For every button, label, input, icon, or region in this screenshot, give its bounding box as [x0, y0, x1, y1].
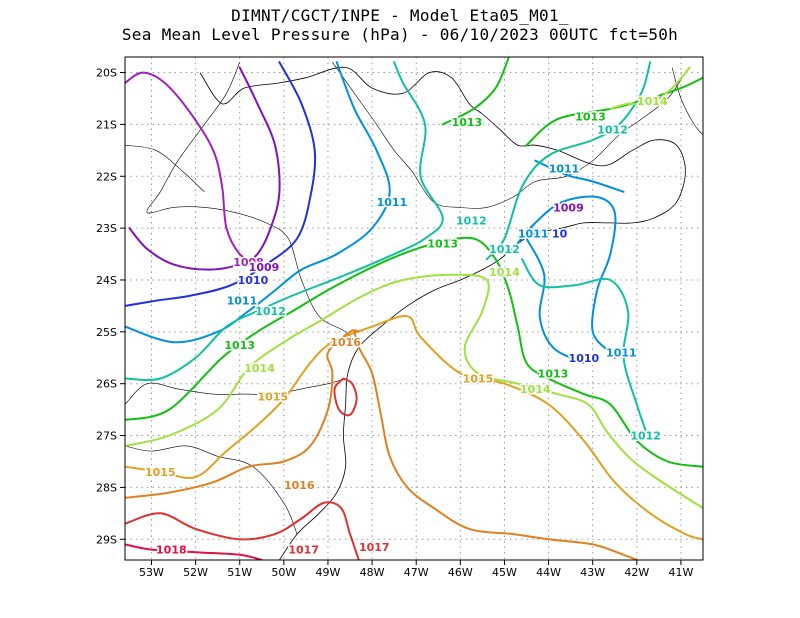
- map-title-line1: DIMNT/CGCT/INPE - Model Eta05_M01_: [231, 6, 569, 25]
- isobar-label: 1015: [145, 466, 176, 479]
- isobar-1011-3: [125, 61, 391, 344]
- lon-tick-label: 42W: [624, 566, 649, 579]
- isobar-label: 1010: [238, 274, 269, 287]
- lat-tick-label: 26S: [96, 378, 117, 391]
- isobar-label: 1015: [257, 391, 288, 404]
- isobar-label: 1011: [227, 295, 258, 308]
- lat-tick-label: 25S: [96, 326, 117, 339]
- lat-tick-label: 28S: [96, 481, 117, 494]
- isobar-label: 1012: [597, 124, 628, 137]
- isobar-1016-17: [353, 330, 638, 560]
- lat-tick-label: 27S: [96, 430, 117, 443]
- isobar-label: 1011: [518, 227, 549, 240]
- lat-tick-label: 24S: [96, 274, 117, 287]
- lat-tick-label: 29S: [96, 533, 117, 546]
- isobar-label: 1016: [330, 336, 361, 349]
- isobar-1008-0: [125, 71, 259, 266]
- state-border-2: [125, 445, 298, 535]
- isobar-label: 1018: [156, 544, 187, 557]
- map-background: [125, 57, 703, 560]
- axis-ticks: 53W 52W 51W 50W 49W 48W 47W 46W 45W 44W 43W 42W 41W 2…: [96, 67, 693, 579]
- lon-tick-label: 45W: [492, 566, 517, 579]
- isobar-label: 1008: [233, 256, 264, 269]
- isobar-1012-7: [125, 61, 444, 382]
- isobar-label: 1014: [244, 362, 275, 375]
- lat-tick-label: 22S: [96, 170, 117, 183]
- isobar-label: 1012: [255, 305, 286, 318]
- isobar-1012-8: [485, 61, 652, 261]
- isobar-1017-19: [333, 377, 358, 417]
- lat-tick-label: 20S: [96, 67, 117, 80]
- isobar-1014-14: [609, 66, 691, 110]
- isobar-label: 1016: [284, 479, 315, 492]
- state-border-1: [125, 378, 346, 405]
- geography: [125, 62, 703, 560]
- isobar-label: 1012: [630, 430, 661, 443]
- isobar-1011-6: [525, 237, 585, 364]
- isobar-label: 1012: [456, 214, 487, 227]
- lon-tick-label: 46W: [448, 566, 473, 579]
- isobar-label: 1013: [224, 339, 255, 352]
- coastline: [199, 66, 686, 560]
- state-border-4: [125, 144, 205, 193]
- isobar-labels: 1008100910101011101210131014101510151016…: [143, 94, 669, 559]
- isobar-label: 1017: [359, 541, 390, 554]
- map-title-line2: Sea Mean Level Pressure (hPa) - 06/10/20…: [121, 25, 679, 44]
- isobar-1009-1: [128, 66, 281, 271]
- isobar-1010-2: [125, 61, 317, 307]
- lon-tick-label: 48W: [360, 566, 385, 579]
- isobar-label: 1017: [288, 544, 319, 557]
- isobar-label: 1011: [377, 196, 408, 209]
- lon-tick-label: 49W: [316, 566, 341, 579]
- isobar-label: 1013: [452, 116, 483, 129]
- isobars: [125, 57, 703, 560]
- isobar-1016-16: [125, 329, 360, 499]
- isobar-label: 1012: [489, 243, 520, 256]
- isobar-label: 1009: [249, 261, 280, 274]
- isobar-label: 1014: [520, 383, 551, 396]
- isobar-1014-13: [125, 273, 703, 510]
- lat-tick-label: 21S: [96, 118, 117, 131]
- isobar-1017-18: [125, 501, 360, 560]
- isobar-label: 1011: [549, 162, 580, 175]
- isobar-1015-15: [125, 315, 703, 541]
- isobar-1012-9: [521, 258, 647, 432]
- isobar-1011-5: [534, 159, 625, 193]
- lon-tick-label: 47W: [404, 566, 429, 579]
- state-border-3: [332, 62, 686, 209]
- isobar-label: 1011: [606, 347, 637, 360]
- lon-tick-label: 51W: [227, 566, 252, 579]
- isobar-1018-20: [125, 543, 263, 560]
- isobar-label: 1015: [463, 373, 494, 386]
- lon-tick-label: 43W: [580, 566, 605, 579]
- lon-tick-label: 50W: [271, 566, 296, 579]
- isobar-label: 1010: [569, 352, 600, 365]
- isobar-label: 1014: [489, 266, 520, 279]
- isobar-1013-11: [441, 57, 510, 126]
- state-border-5: [671, 67, 703, 136]
- isobar-label: 1013: [538, 367, 569, 380]
- isobar-label: 1009: [553, 201, 584, 214]
- lat-tick-label: 23S: [96, 222, 117, 235]
- lon-tick-label: 44W: [536, 566, 561, 579]
- isobar-label: 10: [552, 227, 568, 240]
- isobar-label: 1013: [575, 111, 606, 124]
- isobar-label: 1013: [427, 238, 458, 251]
- state-border-0: [146, 62, 360, 348]
- isobar-1013-10: [125, 236, 703, 468]
- map-frame: [124, 56, 704, 561]
- isobar-label: 1014: [637, 95, 668, 108]
- lon-tick-label: 52W: [183, 566, 208, 579]
- lon-tick-label: 53W: [139, 566, 164, 579]
- isobar-1011-4: [512, 195, 617, 359]
- lon-tick-label: 41W: [669, 566, 694, 579]
